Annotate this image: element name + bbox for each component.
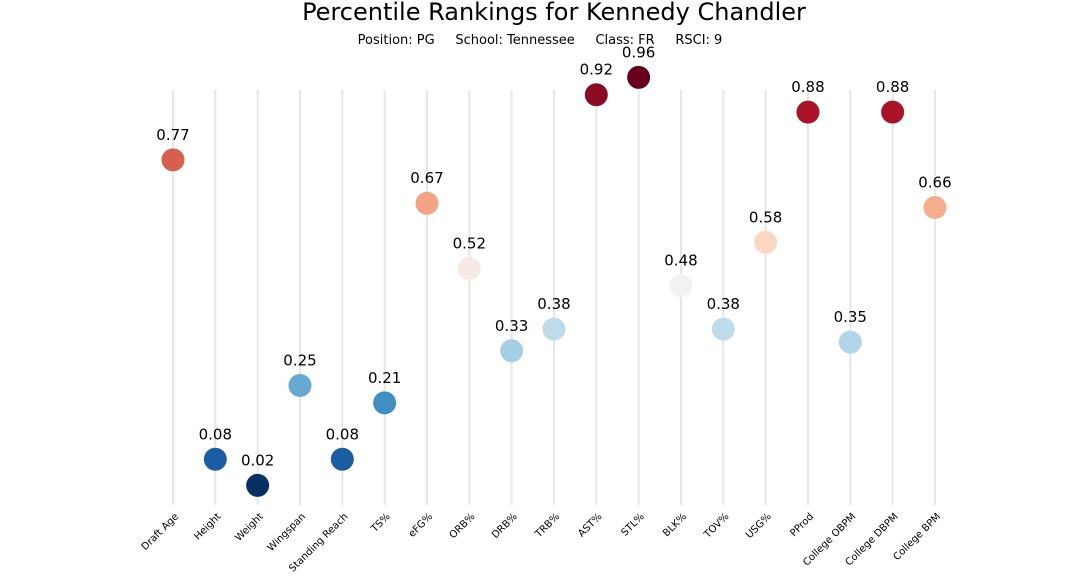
data-label: 0.48 <box>664 252 697 270</box>
x-tick-label: Wingspan <box>266 511 309 554</box>
data-label: 0.08 <box>199 425 232 443</box>
data-label: 0.88 <box>791 78 824 96</box>
data-point[interactable] <box>754 230 778 254</box>
data-point[interactable] <box>669 274 693 298</box>
data-point[interactable] <box>203 447 227 471</box>
data-point[interactable] <box>838 330 862 354</box>
data-point[interactable] <box>711 317 735 341</box>
data-label: 0.21 <box>368 369 401 387</box>
data-label: 0.38 <box>537 295 570 313</box>
data-label: 0.96 <box>622 43 655 61</box>
chart-subtitle: Position: PG School: Tennessee Class: FR… <box>357 33 723 48</box>
data-point[interactable] <box>415 191 439 215</box>
data-point[interactable] <box>246 473 270 497</box>
data-point[interactable] <box>330 447 354 471</box>
data-point[interactable] <box>457 256 481 280</box>
data-label: 0.02 <box>241 451 274 469</box>
data-label: 0.38 <box>707 295 740 313</box>
data-label: 0.77 <box>156 126 189 144</box>
data-label: 0.58 <box>749 208 782 226</box>
data-point[interactable] <box>584 83 608 107</box>
data-label: 0.92 <box>580 61 613 79</box>
data-label: 0.33 <box>495 317 528 335</box>
x-tick-label: AST% <box>576 511 604 539</box>
data-point[interactable] <box>627 65 651 89</box>
data-point[interactable] <box>161 148 185 172</box>
data-point[interactable] <box>373 391 397 415</box>
data-label: 0.67 <box>410 169 443 187</box>
x-tick-label: Draft Age <box>140 511 182 553</box>
data-label: 0.08 <box>326 425 359 443</box>
data-point[interactable] <box>542 317 566 341</box>
x-tick-label: TOV% <box>702 511 732 541</box>
x-tick-label: eFG% <box>407 511 435 539</box>
data-label: 0.88 <box>876 78 909 96</box>
data-point[interactable] <box>923 196 947 220</box>
data-point[interactable] <box>288 374 312 397</box>
data-point[interactable] <box>796 100 820 124</box>
x-tick-label: STL% <box>620 511 647 538</box>
x-tick-label: TS% <box>369 511 393 535</box>
x-tick-label: Height <box>192 511 223 542</box>
x-tick-label: ORB% <box>448 511 478 541</box>
data-point[interactable] <box>881 100 905 124</box>
x-tick-label: USG% <box>744 511 774 541</box>
x-tick-label: DRB% <box>490 511 520 541</box>
x-tick-label: BLK% <box>661 511 689 539</box>
x-tick-label: PProd <box>788 511 816 539</box>
data-point[interactable] <box>500 339 524 363</box>
x-tick-label: TRB% <box>533 511 562 540</box>
data-label: 0.66 <box>918 174 951 192</box>
x-tick-label: Weight <box>233 511 265 543</box>
data-label: 0.52 <box>453 234 486 252</box>
chart-title: Percentile Rankings for Kennedy Chandler <box>302 0 806 26</box>
data-label: 0.25 <box>283 352 316 370</box>
data-label: 0.35 <box>834 308 867 326</box>
